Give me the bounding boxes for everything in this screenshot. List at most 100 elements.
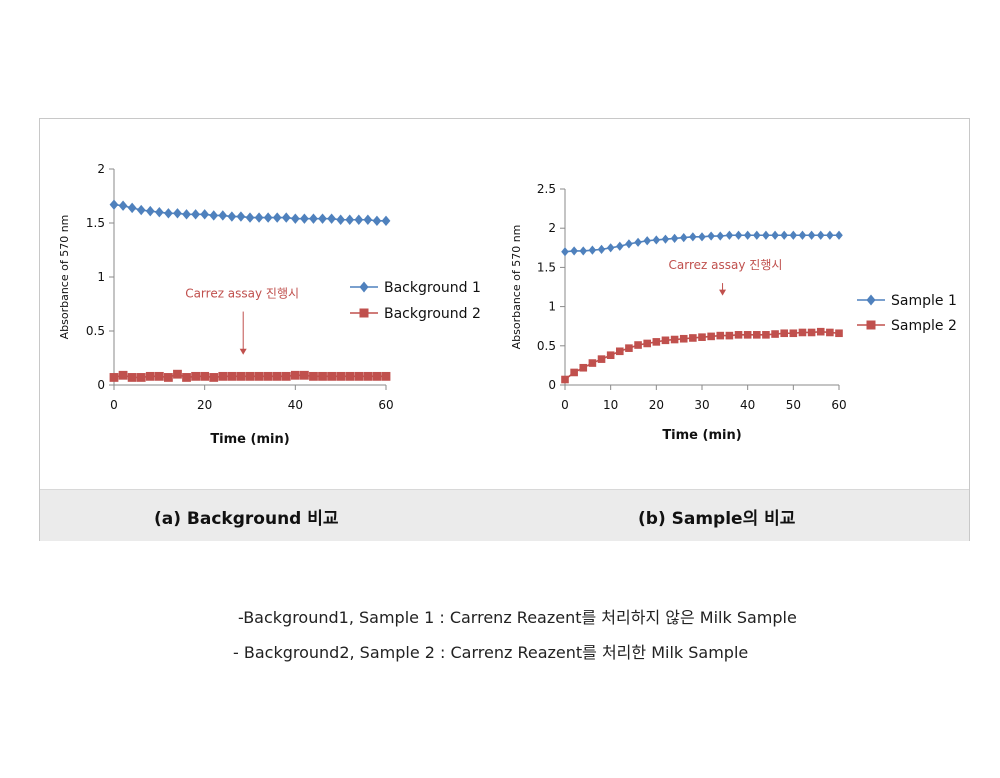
data-point [789,329,798,338]
data-point [200,209,210,220]
data-point [816,230,825,240]
data-point [300,370,309,380]
x-axis-title: Time (min) [210,432,289,447]
data-point [762,331,770,339]
y-tick-label: 0 [548,378,556,392]
data-point [588,359,597,367]
data-point [281,371,291,381]
legend-label-2: Sample 2 [891,318,957,334]
data-point [109,373,119,382]
y-tick-label: 2 [548,221,556,235]
data-point [826,230,834,240]
data-point [309,371,318,381]
data-point [606,243,615,253]
data-point [798,328,807,337]
x-axis-title: Time (min) [662,428,741,443]
data-point [707,231,715,241]
data-point [363,371,373,381]
data-point [218,210,228,221]
data-point [209,210,219,221]
y-axis-title: Absorbance of 570 nm [58,215,71,340]
data-point [734,230,743,240]
data-point [254,212,264,223]
data-point [145,205,155,217]
data-point [597,355,606,363]
data-point [597,244,606,254]
data-point [191,209,200,220]
y-tick-label: 0.5 [537,339,556,353]
footnote-2: - Background2, Sample 2 : Carrenz Reazen… [233,643,749,662]
data-point [725,331,734,340]
data-point [372,215,382,227]
data-point [118,200,128,211]
data-point [725,230,734,240]
y-axis-title: Absorbance of 570 nm [510,225,523,350]
legend-label-2: Background 2 [384,306,481,322]
data-point [245,371,255,381]
data-point [164,373,173,382]
annotation-arrow-head [719,289,727,296]
data-point [381,215,391,227]
data-point [154,371,164,381]
data-point [281,212,291,223]
x-tick-label: 60 [378,398,393,412]
caption-bar: (a) Background 비교 (b) Sample의 비교 [40,489,969,541]
data-point [254,371,264,381]
y-tick-label: 0 [97,378,105,392]
data-point [300,213,309,224]
data-point [771,330,779,338]
legend-marker-1 [866,294,876,306]
data-point [327,371,336,381]
y-tick-label: 1 [548,300,556,314]
data-point [689,334,697,342]
data-point [263,371,273,381]
x-tick-label: 10 [603,398,618,412]
data-point [670,233,679,243]
data-point [807,230,816,240]
y-tick-label: 1 [97,270,105,284]
data-point [109,199,119,210]
data-point [345,214,355,225]
data-point [191,371,200,381]
data-point [318,371,327,381]
data-point [716,231,725,241]
data-point [336,214,346,225]
data-point [588,245,597,255]
y-tick-label: 1.5 [86,216,105,230]
data-point [236,371,246,381]
data-point [209,373,219,382]
data-point [762,230,770,240]
data-point [327,213,336,224]
data-point [570,368,578,377]
data-point [136,204,146,216]
data-point [807,328,816,337]
data-point [127,373,137,382]
data-point [753,230,761,240]
data-point [127,202,137,214]
data-point [652,338,661,346]
data-point [309,213,318,224]
data-point [345,371,355,381]
data-point [634,237,642,247]
footnote-1: -Background1, Sample 1 : Carrenz Reazent… [238,608,797,627]
data-point [616,241,624,251]
data-point [698,333,706,341]
data-point [354,371,364,381]
data-point [145,371,155,381]
x-tick-label: 0 [561,398,569,412]
annotation-arrow-head [239,348,247,355]
data-point [561,375,569,384]
data-point [272,212,282,223]
data-point [743,230,752,240]
data-point [652,235,661,245]
x-tick-label: 60 [831,398,846,412]
data-point [707,332,715,341]
data-point [716,331,725,340]
data-point [643,339,651,348]
data-point [561,247,569,257]
data-point [336,371,346,381]
data-point [290,370,300,380]
data-point [606,351,615,360]
